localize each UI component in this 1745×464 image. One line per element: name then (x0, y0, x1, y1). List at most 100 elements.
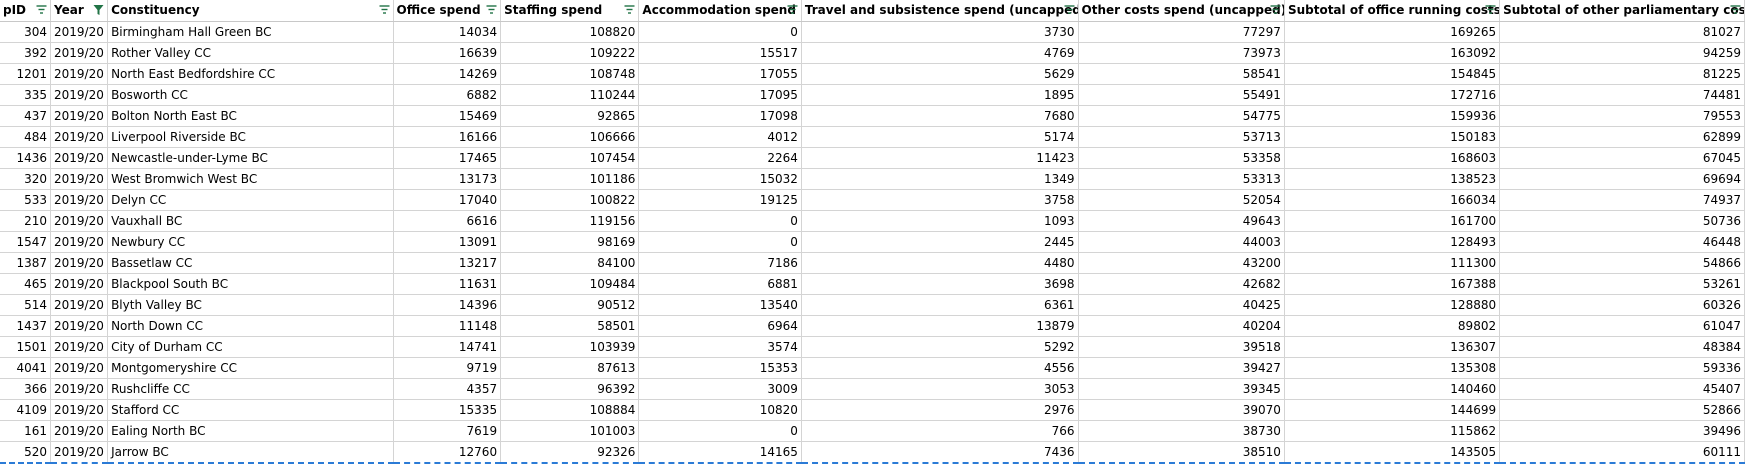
table-cell[interactable]: 0 (638, 210, 802, 232)
table-cell[interactable]: Rother Valley CC (107, 42, 394, 64)
table-cell[interactable]: 2019/20 (50, 378, 109, 400)
table-cell[interactable]: Liverpool Riverside BC (107, 126, 394, 148)
table-cell[interactable]: North East Bedfordshire CC (107, 63, 394, 85)
table-cell[interactable]: 159936 (1284, 105, 1501, 127)
table-cell[interactable]: 169265 (1284, 21, 1501, 43)
table-cell[interactable]: 6882 (393, 84, 502, 106)
column-header[interactable]: pID (0, 0, 51, 22)
table-cell[interactable]: 67045 (1499, 147, 1745, 169)
table-cell[interactable]: 2019/20 (50, 441, 109, 464)
table-cell[interactable]: 108820 (500, 21, 640, 43)
table-cell[interactable]: 14165 (638, 441, 802, 464)
table-cell[interactable]: 2019/20 (50, 84, 109, 106)
table-cell[interactable]: 2019/20 (50, 294, 109, 316)
table-cell[interactable]: Bolton North East BC (107, 105, 394, 127)
table-cell[interactable]: Jarrow BC (107, 441, 394, 464)
table-cell[interactable]: 4012 (638, 126, 802, 148)
table-cell[interactable]: 4041 (0, 357, 51, 379)
table-cell[interactable]: 5629 (801, 63, 1079, 85)
table-cell[interactable]: 6361 (801, 294, 1079, 316)
table-cell[interactable]: 15335 (393, 399, 502, 421)
table-cell[interactable]: 44003 (1078, 231, 1285, 253)
table-cell[interactable]: 40204 (1078, 315, 1285, 337)
table-cell[interactable]: 109484 (500, 273, 640, 295)
table-cell[interactable]: 38730 (1078, 420, 1285, 442)
table-cell[interactable]: 128493 (1284, 231, 1501, 253)
table-cell[interactable]: 61047 (1499, 315, 1745, 337)
table-cell[interactable]: 2976 (801, 399, 1079, 421)
table-cell[interactable]: 90512 (500, 294, 640, 316)
table-cell[interactable]: 13173 (393, 168, 502, 190)
table-cell[interactable]: 6881 (638, 273, 802, 295)
table-cell[interactable]: 100822 (500, 189, 640, 211)
table-cell[interactable]: 115862 (1284, 420, 1501, 442)
table-cell[interactable]: 2019/20 (50, 231, 109, 253)
table-cell[interactable]: West Bromwich West BC (107, 168, 394, 190)
table-cell[interactable]: 128880 (1284, 294, 1501, 316)
table-cell[interactable]: 1436 (0, 147, 51, 169)
table-cell[interactable]: Bassetlaw CC (107, 252, 394, 274)
table-cell[interactable]: Blyth Valley BC (107, 294, 394, 316)
table-cell[interactable]: 15469 (393, 105, 502, 127)
table-cell[interactable]: 106666 (500, 126, 640, 148)
table-cell[interactable]: 766 (801, 420, 1079, 442)
table-cell[interactable]: Bosworth CC (107, 84, 394, 106)
table-cell[interactable]: 98169 (500, 231, 640, 253)
table-cell[interactable]: 514 (0, 294, 51, 316)
table-cell[interactable]: 53261 (1499, 273, 1745, 295)
table-cell[interactable]: 136307 (1284, 336, 1501, 358)
table-cell[interactable]: 392 (0, 42, 51, 64)
table-cell[interactable]: 94259 (1499, 42, 1745, 64)
table-cell[interactable]: 520 (0, 441, 51, 464)
table-cell[interactable]: 2019/20 (50, 315, 109, 337)
table-cell[interactable]: 14741 (393, 336, 502, 358)
table-cell[interactable]: 16639 (393, 42, 502, 64)
table-cell[interactable]: 103939 (500, 336, 640, 358)
table-cell[interactable]: 3758 (801, 189, 1079, 211)
table-cell[interactable]: 167388 (1284, 273, 1501, 295)
table-cell[interactable]: 14269 (393, 63, 502, 85)
filter-icon[interactable] (624, 4, 635, 16)
column-header[interactable]: Other costs spend (uncapped) (1078, 0, 1285, 22)
table-cell[interactable]: 39518 (1078, 336, 1285, 358)
table-cell[interactable]: 3053 (801, 378, 1079, 400)
table-cell[interactable]: 74937 (1499, 189, 1745, 211)
table-cell[interactable]: 3009 (638, 378, 802, 400)
table-cell[interactable]: 2019/20 (50, 273, 109, 295)
table-cell[interactable]: 1437 (0, 315, 51, 337)
table-cell[interactable]: 320 (0, 168, 51, 190)
table-cell[interactable]: Ealing North BC (107, 420, 394, 442)
table-cell[interactable]: 2019/20 (50, 189, 109, 211)
table-cell[interactable]: 110244 (500, 84, 640, 106)
table-cell[interactable]: 2019/20 (50, 357, 109, 379)
column-header[interactable]: Office spend (393, 0, 502, 22)
table-cell[interactable]: 92326 (500, 441, 640, 464)
table-cell[interactable]: 304 (0, 21, 51, 43)
table-cell[interactable]: 52054 (1078, 189, 1285, 211)
table-cell[interactable]: 54866 (1499, 252, 1745, 274)
table-cell[interactable]: 5292 (801, 336, 1079, 358)
table-cell[interactable]: 210 (0, 210, 51, 232)
table-cell[interactable]: 17055 (638, 63, 802, 85)
table-cell[interactable]: 96392 (500, 378, 640, 400)
table-cell[interactable]: 111300 (1284, 252, 1501, 274)
table-cell[interactable]: 7436 (801, 441, 1079, 464)
table-cell[interactable]: 4480 (801, 252, 1079, 274)
table-cell[interactable]: 163092 (1284, 42, 1501, 64)
table-cell[interactable]: 2019/20 (50, 399, 109, 421)
table-cell[interactable]: 53713 (1078, 126, 1285, 148)
table-cell[interactable]: 484 (0, 126, 51, 148)
column-header[interactable]: Subtotal of office running costs (1284, 0, 1501, 22)
filter-icon[interactable] (486, 4, 497, 16)
table-cell[interactable]: 109222 (500, 42, 640, 64)
table-cell[interactable]: 10820 (638, 399, 802, 421)
table-cell[interactable]: 2019/20 (50, 168, 109, 190)
table-cell[interactable]: 43200 (1078, 252, 1285, 274)
table-cell[interactable]: 533 (0, 189, 51, 211)
table-cell[interactable]: 7186 (638, 252, 802, 274)
table-cell[interactable]: 17098 (638, 105, 802, 127)
table-cell[interactable]: 46448 (1499, 231, 1745, 253)
table-cell[interactable]: 1201 (0, 63, 51, 85)
table-cell[interactable]: 1501 (0, 336, 51, 358)
filter-icon[interactable] (1064, 4, 1075, 16)
